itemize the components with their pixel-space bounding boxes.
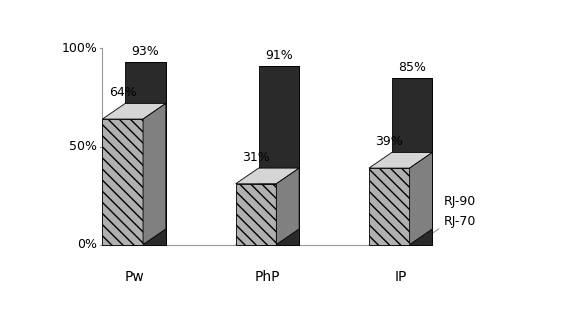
Polygon shape: [369, 229, 433, 245]
Polygon shape: [103, 103, 166, 119]
Text: PhP: PhP: [254, 270, 280, 284]
Polygon shape: [392, 78, 433, 245]
Text: IP: IP: [395, 270, 407, 284]
Polygon shape: [410, 152, 433, 245]
Text: 100%: 100%: [61, 42, 97, 55]
Text: RJ-70: RJ-70: [444, 215, 476, 227]
Polygon shape: [276, 168, 299, 245]
Polygon shape: [236, 229, 299, 245]
Text: 93%: 93%: [132, 45, 159, 58]
Text: 31%: 31%: [242, 151, 270, 164]
Polygon shape: [103, 119, 143, 245]
Text: 91%: 91%: [265, 49, 293, 62]
Text: 85%: 85%: [398, 61, 426, 74]
Polygon shape: [103, 229, 166, 245]
Text: 64%: 64%: [109, 86, 136, 100]
Polygon shape: [236, 184, 276, 245]
Text: 0%: 0%: [77, 238, 97, 251]
Polygon shape: [236, 168, 299, 184]
Text: 39%: 39%: [375, 135, 403, 149]
Polygon shape: [258, 66, 299, 245]
Text: RJ-90: RJ-90: [444, 195, 476, 208]
Text: Pw: Pw: [124, 270, 144, 284]
Polygon shape: [125, 62, 166, 245]
Polygon shape: [369, 152, 433, 168]
Polygon shape: [143, 103, 166, 245]
Text: 50%: 50%: [69, 140, 97, 153]
Polygon shape: [369, 168, 410, 245]
